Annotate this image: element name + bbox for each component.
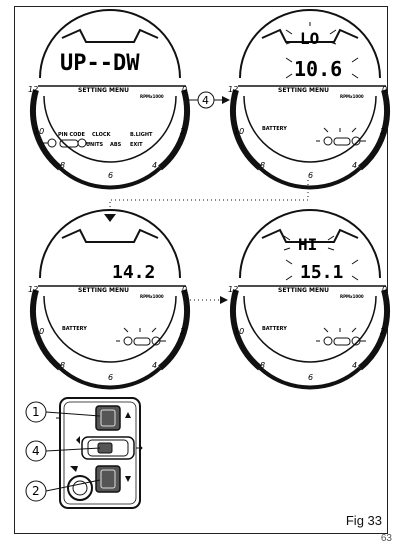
dash-panel-4: HI 15.1 SETTING MENU RPMx1000 12 10 8 6 … — [228, 209, 390, 390]
panel-2-top-display: LO — [300, 29, 319, 48]
panel-3-tick-4: 4 — [152, 361, 157, 370]
menu-item-units: UNITS — [86, 142, 104, 148]
panel-3-menu-title: SETTING MENU — [78, 287, 129, 294]
panel-1-tick-4: 4 — [152, 161, 157, 170]
right-indicator-icon — [136, 444, 143, 452]
panel-3-tick-2: 2 — [180, 327, 185, 336]
panel-2-blink-rays-icon — [285, 22, 359, 79]
panel-3-tick-10: 10 — [34, 327, 44, 336]
dash-panel-1: UP--DW SETTING MENU RPMx1000 12 10 8 6 4… — [28, 9, 190, 190]
panel-4-tick-8: 8 — [260, 361, 265, 370]
callout-4-bottom-label: 4 — [32, 444, 40, 458]
panel-4-selector-blink-icon — [316, 327, 366, 346]
mode-button — [81, 436, 135, 460]
dotted-connector-2-3 — [109, 180, 309, 214]
panel-2-rpm-unit: RPMx1000 — [340, 94, 364, 99]
panel-1-rpm-unit: RPMx1000 — [140, 94, 164, 99]
panel-1-tick-6: 6 — [108, 171, 113, 180]
selection-bracket-icon — [40, 138, 90, 148]
panel-1-menu-title: SETTING MENU — [78, 87, 129, 94]
panel-4-tick-12: 12 — [228, 285, 238, 294]
callout-2-label: 2 — [32, 484, 40, 498]
up-arrow-icon — [125, 412, 131, 418]
up-button — [95, 405, 121, 431]
panel-2-tick-6: 6 — [308, 171, 313, 180]
horn-knob — [67, 475, 93, 501]
panel-3-battery-label: BATTERY — [62, 326, 87, 332]
panel-2-tick-10: 10 — [234, 127, 244, 136]
panel-4-top-display: HI — [298, 235, 317, 254]
panel-2-tick-2: 2 — [380, 127, 385, 136]
panel-4-rpm-unit: RPMx1000 — [340, 294, 364, 299]
figure-frame — [14, 6, 388, 534]
dash-panel-2: LO 10.6 SETTING MENU RPMx1000 12 10 8 6 … — [228, 9, 390, 190]
panel-4-tick-2: 2 — [380, 327, 385, 336]
panel-2-tick-4: 4 — [352, 161, 357, 170]
callout-4-top-label: 4 — [202, 94, 209, 107]
panel-2-tick-8: 8 — [260, 161, 265, 170]
panel-1-tick-2: 2 — [180, 127, 185, 136]
panel-1-tick-10: 10 — [34, 127, 44, 136]
panel-1-tick-0: 0 — [182, 85, 187, 94]
panel-4-tick-6: 6 — [308, 373, 313, 382]
down-button — [95, 465, 121, 493]
panel-4-tick-0: 0 — [382, 285, 387, 294]
panel-4-tick-4: 4 — [352, 361, 357, 370]
panel-3-tick-6: 6 — [108, 373, 113, 382]
panel-2-menu-title: SETTING MENU — [278, 87, 329, 94]
panel-1-display: UP--DW — [60, 51, 140, 76]
panel-3-tick-8: 8 — [60, 361, 65, 370]
panel-3-display: 14.2 — [112, 262, 155, 283]
menu-item-pin-code: PIN CODE — [58, 132, 86, 138]
panel-4-battery-label: BATTERY — [262, 326, 287, 332]
menu-item-abs: ABS — [110, 142, 122, 148]
panel-2-tick-12: 12 — [228, 85, 238, 94]
menu-item-exit: EXIT — [130, 142, 143, 148]
panel-4-display: 15.1 — [300, 262, 343, 283]
menu-item-b-light: B.LIGHT — [130, 132, 153, 138]
page-number: 63 — [380, 533, 392, 544]
down-arrow-icon — [125, 476, 131, 482]
headlight-icon — [70, 466, 78, 472]
panel-3-selector-blink-icon — [116, 327, 166, 346]
switch-housing — [59, 397, 141, 509]
panel-4-menu-title: SETTING MENU — [278, 287, 329, 294]
arrow-to-panel-4 — [220, 296, 228, 304]
menu-item-clock: CLOCK — [92, 132, 112, 138]
panel-2-tick-0: 0 — [382, 85, 387, 94]
panel-4-tick-10: 10 — [234, 327, 244, 336]
arrow-to-panel-3 — [104, 214, 116, 222]
panel-2-battery-label: BATTERY — [262, 126, 287, 132]
panel-2-selector-blink-icon — [316, 127, 366, 146]
panel-3-tick-12: 12 — [28, 285, 38, 294]
panel-1-tick-8: 8 — [60, 161, 65, 170]
handlebar-switch-diagram — [56, 397, 143, 509]
panel-3-rpm-unit: RPMx1000 — [140, 294, 164, 299]
dash-panel-3: 14.2 SETTING MENU RPMx1000 12 10 8 6 4 2… — [28, 209, 190, 390]
panel-2-display: 10.6 — [294, 57, 342, 81]
callout-1-label: 1 — [32, 405, 40, 419]
panel-3-tick-0: 0 — [182, 285, 187, 294]
panel-1-tick-12: 12 — [28, 85, 38, 94]
panel-4-blink-rays-icon — [283, 235, 359, 281]
figure-label: Fig 33 — [345, 513, 382, 528]
left-indicator-icon — [76, 436, 80, 444]
